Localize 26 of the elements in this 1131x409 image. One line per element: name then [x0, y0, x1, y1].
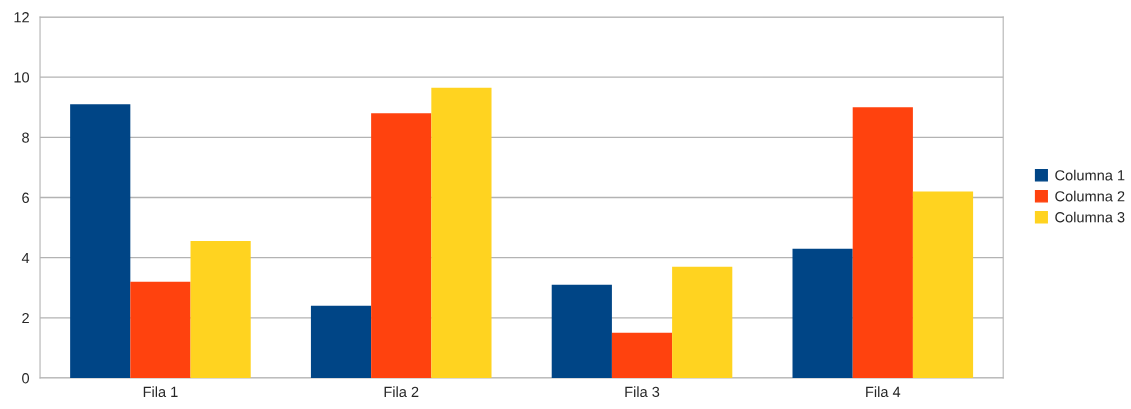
- y-tick-label: 2: [22, 312, 29, 324]
- y-tick-label: 0: [22, 373, 30, 384]
- bar: [611, 332, 673, 378]
- y-tick-label: 10: [14, 72, 30, 83]
- legend-label: Columna 1: [1055, 169, 1125, 181]
- bar: [371, 113, 432, 378]
- x-tick-label: Fila 4: [866, 386, 901, 398]
- x-tick-label: Fila 1: [143, 386, 178, 398]
- bar: [190, 241, 251, 378]
- bar: [792, 248, 853, 378]
- bar: [852, 107, 913, 378]
- y-tick-label: 8: [22, 132, 29, 143]
- bar: [310, 305, 372, 378]
- bar: [431, 87, 492, 378]
- y-tick-label: 4: [21, 252, 30, 263]
- y-tick-label: 6: [22, 192, 29, 203]
- bar: [130, 281, 191, 378]
- x-tick-label: Fila 2: [384, 386, 419, 398]
- y-tick-label: 12: [14, 12, 29, 23]
- x-tick-label: Fila 3: [625, 386, 660, 398]
- legend-label: Columna 3: [1055, 211, 1125, 223]
- bar: [912, 191, 974, 378]
- bar: [70, 104, 131, 378]
- bar: [672, 266, 733, 378]
- legend-label: Columna 2: [1055, 190, 1125, 202]
- bar: [551, 284, 612, 378]
